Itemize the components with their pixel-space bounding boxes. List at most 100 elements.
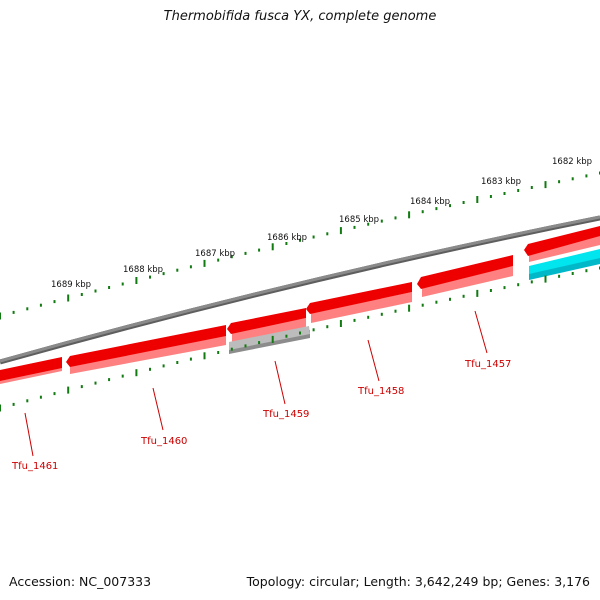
- scale-label: 1689 kbp: [51, 280, 91, 290]
- scale-minor-tick: [367, 315, 370, 319]
- scale-minor-tick: [53, 392, 56, 396]
- scale-minor-tick: [435, 300, 438, 304]
- scale-minor-tick: [258, 248, 261, 252]
- scale-minor-tick: [421, 210, 424, 214]
- scale-minor-tick: [39, 303, 42, 307]
- gene-labels: Tfu_1457 Tfu_1458 Tfu_1459 Tfu_1460 Tfu_…: [11, 359, 511, 472]
- scale-minor-tick: [503, 192, 506, 195]
- gene-arrow-cyan[interactable]: [529, 249, 600, 280]
- scale-minor-tick: [585, 269, 588, 273]
- scale-minor-tick: [53, 300, 56, 304]
- scale-minor-tick: [394, 216, 397, 220]
- scale-minor-tick: [39, 395, 42, 399]
- scale-minor-tick: [326, 232, 329, 236]
- gene-arrow-tfu-1459[interactable]: [227, 308, 306, 343]
- scale-minor-tick: [162, 272, 165, 276]
- scale-major-tick: [339, 320, 342, 327]
- scale-minor-tick: [176, 361, 179, 364]
- scale-minor-tick: [26, 307, 29, 311]
- gene-label-tfu-1457: Tfu_1457: [464, 359, 511, 370]
- scale-minor-tick: [462, 201, 465, 204]
- gene-label-leaders: [24, 310, 488, 457]
- scale-major-tick: [271, 243, 274, 251]
- scale-label: 1688 kbp: [123, 265, 163, 275]
- gene-arrow-tfu-1457[interactable]: [417, 255, 513, 297]
- scale-minor-tick: [94, 289, 97, 293]
- scale-minor-tick: [12, 310, 15, 314]
- scale-minor-tick: [217, 351, 220, 354]
- scale-minor-tick: [189, 265, 192, 269]
- gene-label-tfu-1461: Tfu_1461: [11, 461, 58, 472]
- scale-major-tick: [135, 277, 138, 284]
- scale-minor-tick: [449, 204, 451, 208]
- scale-minor-tick: [380, 312, 383, 316]
- scale-major-tick: [135, 369, 138, 377]
- scale-minor-tick: [80, 385, 83, 389]
- gene-label-tfu-1459: Tfu_1459: [262, 409, 309, 420]
- scale-minor-tick: [108, 378, 111, 382]
- scale-minor-tick: [530, 280, 533, 284]
- scale-minor-tick: [244, 251, 247, 255]
- gene-features: [0, 226, 600, 384]
- scale-label: 1682 kbp: [552, 157, 592, 167]
- scale-minor-tick: [176, 268, 179, 272]
- scale-minor-tick: [517, 189, 520, 192]
- gene-arrow[interactable]: [0, 357, 62, 384]
- gene-arrow-tfu-1458[interactable]: [306, 282, 412, 323]
- genome-backbone: [0, 215, 600, 363]
- scale-minor-tick: [489, 289, 492, 292]
- scale-minor-tick: [189, 357, 192, 361]
- gene-label-tfu-1460: Tfu_1460: [140, 436, 187, 447]
- gene-arrow-tfu-1459-gray[interactable]: [229, 326, 310, 354]
- scale-minor-tick: [449, 297, 451, 301]
- scale-minor-tick: [435, 207, 438, 211]
- scale-major-tick: [203, 352, 206, 360]
- scale-minor-tick: [285, 334, 288, 338]
- scale-major-tick: [544, 181, 547, 189]
- scale-minor-tick: [558, 274, 561, 278]
- scale-major-tick: [0, 404, 1, 412]
- scale-minor-tick: [299, 238, 301, 242]
- scale-minor-tick: [230, 255, 233, 259]
- inner-scale-track: [0, 266, 600, 412]
- gene-arrow-tfu-1460[interactable]: [66, 325, 226, 374]
- scale-label: 1683 kbp: [481, 177, 521, 187]
- scale-minor-tick: [326, 325, 329, 329]
- scale-minor-tick: [585, 174, 588, 178]
- scale-minor-tick: [121, 282, 124, 286]
- scale-minor-tick: [558, 180, 561, 184]
- scale-major-tick: [476, 196, 479, 203]
- scale-minor-tick: [121, 374, 124, 378]
- scale-minor-tick: [503, 286, 506, 290]
- figure-title: Thermobifida fusca YX, complete genome: [163, 9, 437, 24]
- scale-minor-tick: [571, 272, 574, 275]
- accession-text: Accession: NC_007333: [9, 574, 152, 589]
- scale-minor-tick: [162, 364, 165, 368]
- gene-arrow[interactable]: [524, 226, 600, 262]
- gene-label-tfu-1458: Tfu_1458: [357, 386, 404, 397]
- scale-minor-tick: [367, 222, 370, 226]
- scale-major-tick: [544, 275, 547, 283]
- scale-major-tick: [67, 294, 70, 302]
- scale-major-tick: [271, 335, 274, 343]
- scale-label: 1685 kbp: [339, 215, 379, 225]
- scale-minor-tick: [530, 186, 533, 189]
- scale-minor-tick: [149, 275, 151, 279]
- scale-minor-tick: [353, 225, 356, 229]
- scale-minor-tick: [517, 283, 520, 287]
- scale-minor-tick: [258, 341, 261, 345]
- scale-major-tick: [67, 386, 70, 394]
- scale-minor-tick: [108, 286, 111, 289]
- scale-minor-tick: [26, 399, 29, 403]
- scale-minor-tick: [489, 195, 492, 198]
- scale-minor-tick: [312, 235, 315, 239]
- scale-major-tick: [408, 211, 411, 219]
- scale-minor-tick: [312, 328, 315, 332]
- genome-summary-text: Topology: circular; Length: 3,642,249 bp…: [246, 574, 590, 589]
- scale-minor-tick: [244, 344, 247, 348]
- scale-minor-tick: [380, 219, 383, 223]
- scale-label: 1687 kbp: [195, 249, 235, 259]
- scale-label: 1684 kbp: [410, 197, 450, 207]
